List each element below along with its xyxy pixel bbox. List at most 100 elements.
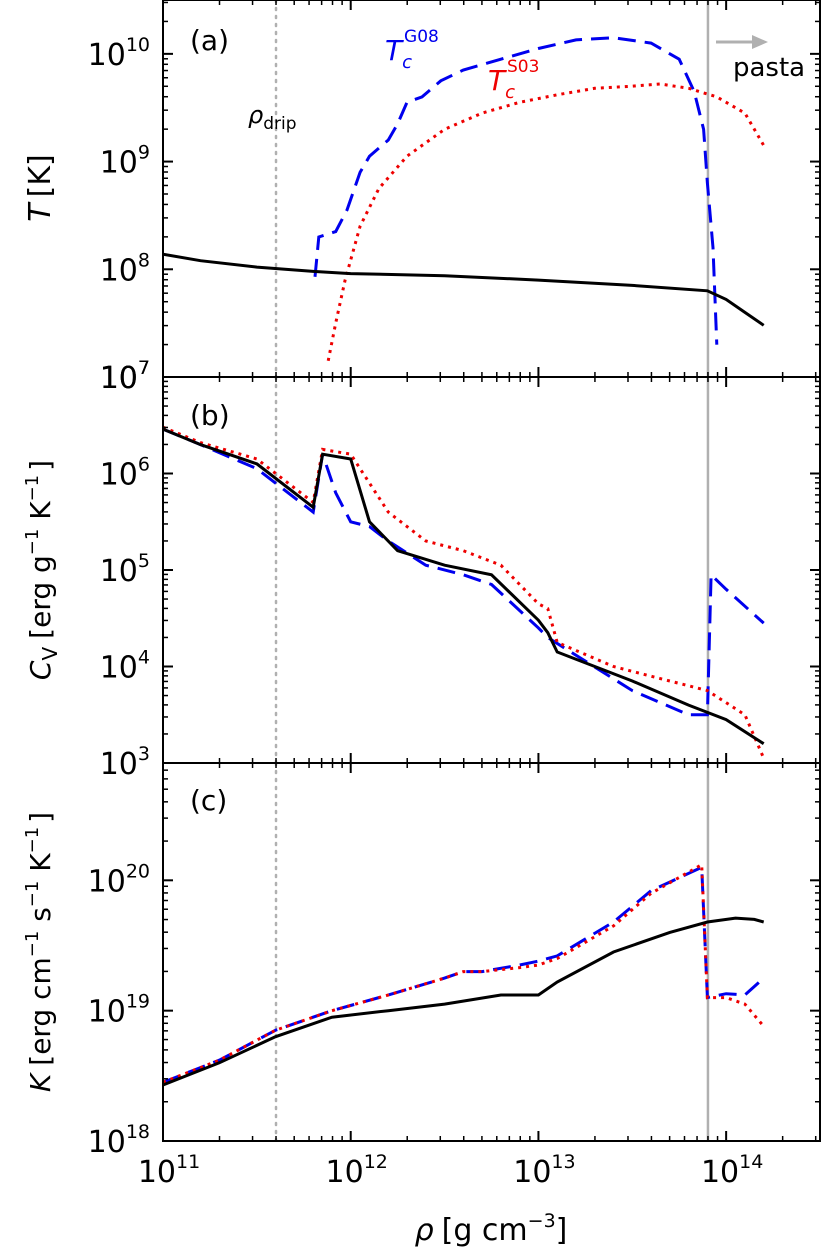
y-tick-mantissa: 10 [100, 458, 138, 493]
y-tick-exponent: 5 [138, 550, 150, 572]
panel-c-ylabel-exp1: −1 [22, 931, 43, 958]
s03-label: Tc S03 [488, 57, 539, 103]
panel-c-ylabel-close: ] [24, 812, 57, 823]
y-tick-exponent: 19 [126, 991, 150, 1013]
cv-g08-line [163, 427, 765, 717]
x-tick-exponent: 11 [176, 1151, 200, 1173]
tc-s03-line [326, 82, 765, 362]
y-tick-label: 105 [100, 550, 150, 589]
y-tick-exponent: 10 [126, 34, 150, 56]
g08-label-symbol: T [385, 34, 404, 67]
y-tick-exponent: 20 [126, 860, 150, 882]
x-tick-exponent: 13 [551, 1151, 575, 1173]
panel-b-label: (b) [190, 399, 230, 432]
panel-b-ylabel-unit: [erg g [24, 555, 57, 639]
s03-label-symbol: T [488, 64, 507, 97]
x-tick-mantissa: 10 [326, 1155, 364, 1190]
y-tick-exponent: 8 [138, 249, 150, 271]
panel-a-label: (a) [190, 24, 229, 57]
cv-s03-line [163, 425, 766, 759]
x-tick-mantissa: 10 [138, 1155, 176, 1190]
panel-c-label: (c) [190, 784, 227, 817]
cv-total-line [163, 427, 765, 745]
y-tick-exponent: 4 [138, 647, 150, 669]
x-axis-label: ρ [g cm−3] [415, 1210, 568, 1248]
y-tick-label: 107 [100, 357, 150, 396]
x-tick-label: 1011 [138, 1151, 200, 1190]
panel-c-ylabel-unit3: K [24, 853, 57, 881]
x-tick-mantissa: 10 [701, 1155, 739, 1190]
y-tick-mantissa: 10 [88, 1125, 126, 1160]
x-axis-label-close: ] [556, 1213, 568, 1248]
panel-b-plot-area [163, 377, 766, 763]
y-tick-mantissa: 10 [100, 651, 138, 686]
drip-label-sub: drip [263, 114, 296, 134]
panel-c-plot-area [163, 763, 765, 1141]
panel-b-ylabel-sub: V [38, 647, 62, 661]
k-s03-line [163, 862, 765, 1084]
x-tick-exponent: 14 [739, 1151, 763, 1173]
y-tick-exponent: 6 [138, 454, 150, 476]
temperature-line [163, 252, 765, 327]
panel-c-ylabel-symbol: K [24, 1071, 57, 1092]
y-tick-label: 1019 [88, 991, 150, 1030]
y-tick-mantissa: 10 [88, 995, 126, 1030]
y-tick-exponent: 7 [138, 357, 150, 379]
panel-b-ylabel-symbol: C [24, 660, 57, 680]
panel-a-ylabel-unit: [K] [23, 154, 58, 197]
x-axis-label-exp: −3 [528, 1210, 556, 1232]
y-tick-exponent: 18 [126, 1121, 150, 1143]
panel-c-ylabel-unit2: s [24, 907, 57, 931]
panel-b-ylabel-unit2: K [24, 501, 57, 529]
x-tick-label: 1012 [326, 1151, 388, 1190]
x-tick-mantissa: 10 [513, 1155, 551, 1190]
y-tick-label: 108 [100, 249, 150, 288]
k-total-line [163, 916, 765, 1087]
panel-b-ylabel-close: ] [24, 460, 57, 471]
panel-b-ylabel: CV[erg g−1 K−1] [22, 460, 62, 680]
panel-c-ylabel-exp3: −1 [22, 827, 43, 854]
y-tick-mantissa: 10 [100, 146, 138, 181]
y-tick-exponent: 3 [138, 743, 150, 765]
y-tick-exponent: 7 [138, 357, 150, 379]
y-tick-label: 107 [100, 357, 150, 396]
y-tick-mantissa: 10 [100, 554, 138, 589]
x-axis-label-symbol: ρ [415, 1213, 434, 1248]
g08-label-sup: G08 [404, 27, 439, 47]
y-tick-label: 104 [100, 647, 150, 686]
y-tick-label: 1018 [88, 1121, 150, 1160]
panel-c-ylabel-unit: [erg cm [24, 957, 57, 1066]
x-tick-label: 1013 [513, 1151, 575, 1190]
drip-label: ρdrip [248, 101, 297, 134]
panel-b-frame [162, 376, 821, 764]
y-tick-mantissa: 10 [88, 864, 126, 899]
y-tick-mantissa: 10 [100, 747, 138, 782]
g08-label: Tc G08 [385, 27, 439, 73]
x-tick-label: 1014 [701, 1151, 763, 1190]
x-axis-ticks: 1011 1012 1013 1014 [138, 1151, 764, 1190]
panel-b-ylabel-exp1: −1 [22, 529, 43, 556]
panel-a-ylabel-symbol: T [23, 201, 58, 222]
y-tick-mantissa: 10 [100, 253, 138, 288]
y-tick-exponent: 9 [138, 142, 150, 164]
y-tick-label: 103 [100, 743, 150, 782]
panel-c-ylabel: K[erg cm−1 s−1 K−1] [22, 812, 57, 1092]
g08-label-sub: c [402, 52, 412, 73]
s03-label-sup: S03 [507, 57, 539, 77]
y-tick-label: 1020 [88, 860, 150, 899]
tc-g08-line [313, 36, 719, 345]
panel-b-ylabel-exp2: −1 [22, 475, 43, 502]
panel-a-plot-area [163, 0, 765, 377]
panel-c-ylabel-exp2: −1 [22, 881, 43, 908]
y-tick-mantissa: 10 [88, 38, 126, 73]
x-axis-label-unit: [g cm [442, 1213, 528, 1248]
drip-label-symbol: ρ [248, 101, 263, 129]
y-tick-label: 106 [100, 454, 150, 493]
